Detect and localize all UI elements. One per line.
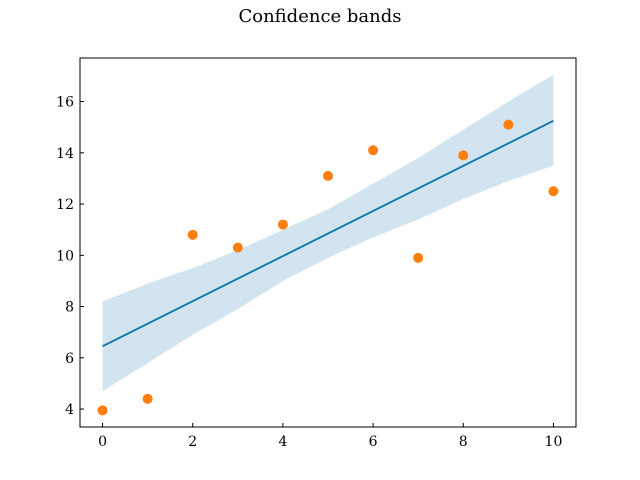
data-point: [548, 186, 559, 197]
fit-line: [102, 119, 554, 348]
plot-frame: [79, 57, 577, 428]
data-point: [187, 229, 198, 240]
y-tick-label: 10: [56, 248, 74, 264]
y-tick-label: 14: [56, 146, 74, 162]
y-tick-label: 6: [65, 351, 74, 367]
x-tick-label: 4: [278, 434, 287, 450]
x-tick-label: 2: [188, 434, 197, 450]
data-point: [503, 119, 514, 130]
y-tick-label: 12: [56, 197, 74, 213]
y-tick-label: 16: [56, 95, 74, 111]
x-tick-label: 0: [98, 434, 107, 450]
data-point: [277, 219, 288, 230]
x-tick-label: 10: [545, 434, 563, 450]
data-point: [323, 170, 333, 181]
data-point: [368, 145, 379, 156]
data-point: [142, 393, 153, 404]
x-tick-label: 8: [459, 434, 468, 450]
data-point: [458, 150, 469, 161]
data-point: [97, 405, 108, 416]
data-point: [232, 242, 243, 253]
y-tick-label: 8: [65, 300, 74, 316]
chart-title: Confidence bands: [238, 6, 402, 27]
x-tick-label: 6: [369, 434, 378, 450]
y-tick-label: 4: [65, 402, 74, 418]
data-point: [413, 252, 424, 263]
